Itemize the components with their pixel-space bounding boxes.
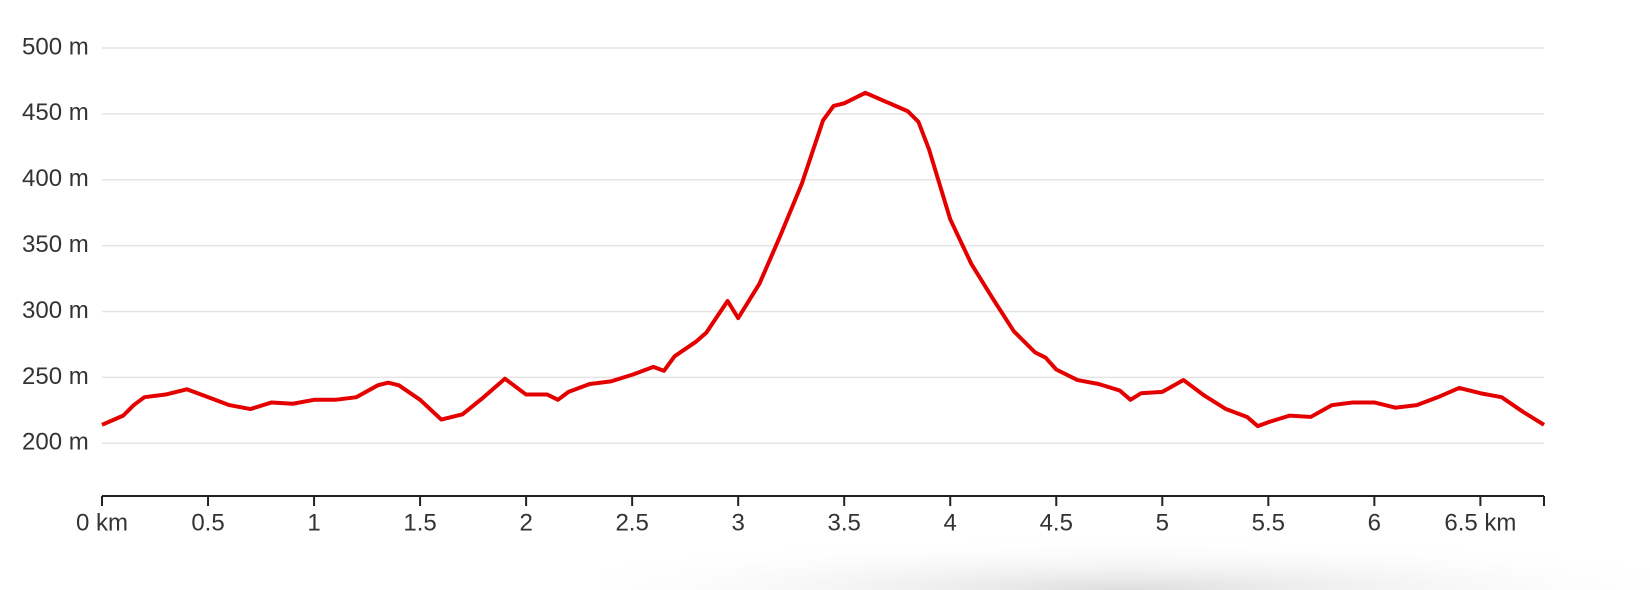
y-tick-label: 300 m <box>22 297 89 324</box>
x-tick-label: 2 <box>519 509 532 536</box>
x-tick-label: 0 km <box>76 509 128 536</box>
y-tick-label: 250 m <box>22 363 89 390</box>
x-tick-label: 4.5 <box>1040 509 1073 536</box>
x-tick-label: 4 <box>944 509 957 536</box>
x-tick-label: 3.5 <box>828 509 861 536</box>
y-tick-label: 400 m <box>22 165 89 192</box>
x-tick-label: 1 <box>307 509 320 536</box>
y-tick-label: 500 m <box>22 33 89 60</box>
x-tick-label: 5 <box>1156 509 1169 536</box>
x-tick-label: 1.5 <box>403 509 436 536</box>
x-tick-label: 3 <box>731 509 744 536</box>
y-tick-label: 200 m <box>22 429 89 456</box>
y-tick-label: 350 m <box>22 231 89 258</box>
x-tick-label: 5.5 <box>1252 509 1285 536</box>
y-tick-label: 450 m <box>22 99 89 126</box>
x-tick-label: 2.5 <box>615 509 648 536</box>
shadow <box>600 500 1650 590</box>
x-tick-label: 0.5 <box>191 509 224 536</box>
elevation-line <box>101 90 1546 429</box>
x-tick-label: 6 <box>1368 509 1381 536</box>
x-tick-label: 6.5 km <box>1444 509 1516 536</box>
